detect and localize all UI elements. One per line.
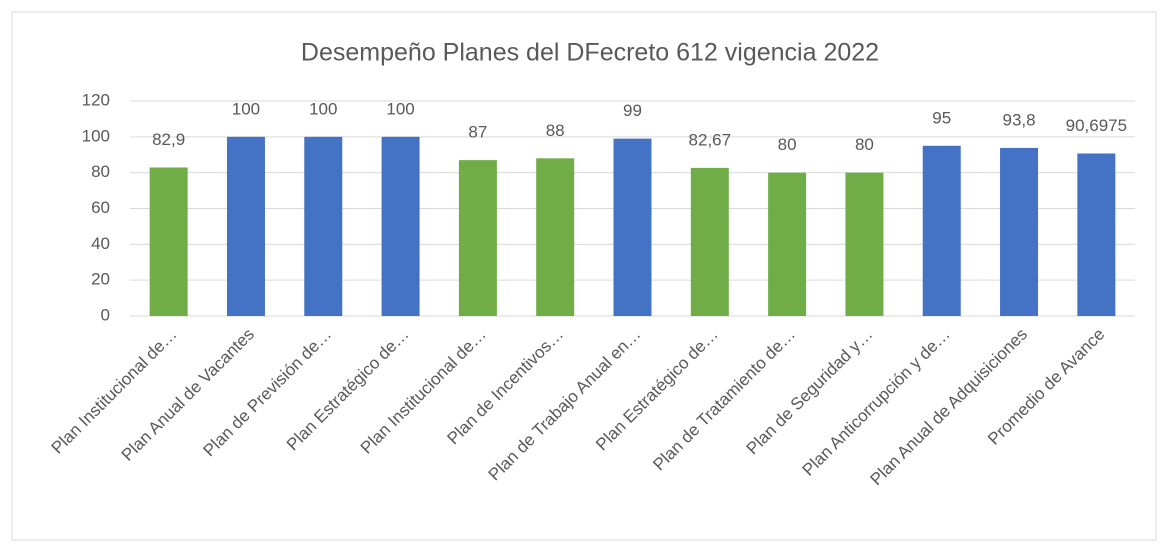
bar <box>304 136 343 316</box>
bar <box>381 136 420 316</box>
data-label: 80 <box>855 135 874 154</box>
y-tick-label: 40 <box>91 234 110 253</box>
bar <box>1077 153 1116 316</box>
y-tick-label: 60 <box>91 198 110 217</box>
y-tick-label: 100 <box>82 126 110 145</box>
y-tick-label: 20 <box>91 270 110 289</box>
bar <box>922 145 961 316</box>
data-label: 100 <box>386 99 414 118</box>
bar <box>536 158 575 316</box>
data-label: 87 <box>468 123 487 142</box>
data-label: 100 <box>232 99 260 118</box>
bar <box>768 172 807 316</box>
data-label: 82,67 <box>689 130 732 149</box>
bar <box>458 160 497 316</box>
data-label: 100 <box>309 99 337 118</box>
bar <box>1000 147 1039 316</box>
bar <box>149 167 188 316</box>
bar <box>226 136 265 316</box>
data-label: 90,6975 <box>1066 116 1127 135</box>
bar <box>845 172 884 316</box>
data-label: 80 <box>778 135 797 154</box>
chart-title: Desempeño Planes del DFecreto 612 vigenc… <box>301 39 879 67</box>
bar <box>613 138 652 316</box>
data-label: 82,9 <box>152 130 185 149</box>
y-tick-label: 120 <box>82 90 110 109</box>
chart-border <box>11 11 1157 541</box>
data-label: 93,8 <box>1002 110 1035 129</box>
y-tick-label: 80 <box>91 162 110 181</box>
data-label: 88 <box>546 121 565 140</box>
data-label: 95 <box>932 108 951 127</box>
y-tick-label: 0 <box>101 305 110 324</box>
data-label: 99 <box>623 101 642 120</box>
bar <box>690 167 729 316</box>
